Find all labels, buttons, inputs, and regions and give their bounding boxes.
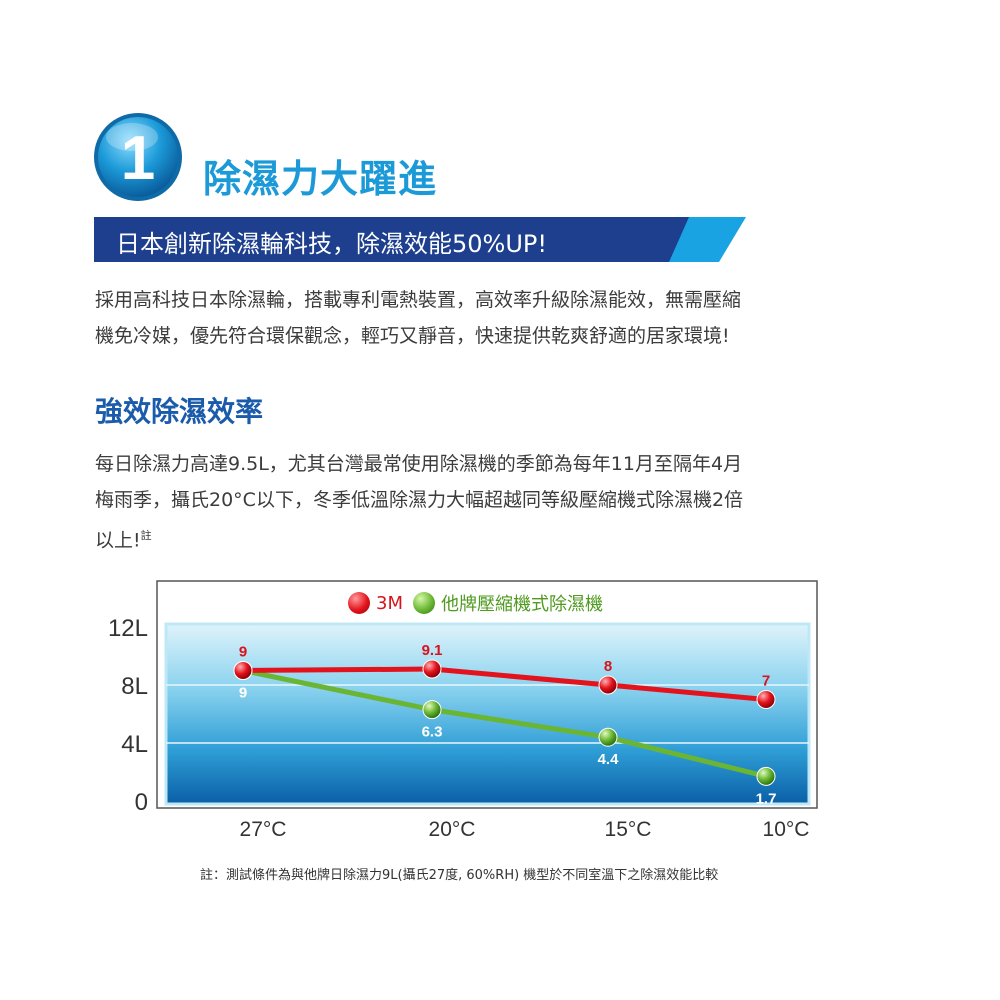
point-3m [233, 661, 253, 680]
x-tick-label: 10°C [763, 818, 810, 841]
data-label-3m: 9.1 [422, 642, 443, 659]
badge-number: 1 [121, 124, 155, 193]
y-tick-label: 0 [135, 789, 148, 816]
plot-area [164, 622, 811, 806]
section-line-3: 以上!註 [95, 518, 895, 558]
data-label-other: 4.4 [598, 751, 620, 768]
point-other [422, 700, 442, 720]
x-tick-label: 15°C [605, 818, 652, 841]
legend-3m-label: 3M [376, 592, 403, 614]
feature-banner: 日本創新除濕輪科技，除濕效能50%UP! [94, 217, 746, 262]
intro-line-1: 採用高科技日本除濕輪，搭載專利電熱裝置，高效率升級除濕能效，無需壓縮 [95, 289, 742, 311]
data-label-other: 1.7 [756, 790, 777, 807]
point-other [598, 727, 618, 747]
data-label-other: 9 [239, 685, 247, 702]
section-line-3-text: 以上! [95, 529, 141, 552]
intro-paragraph: 採用高科技日本除濕輪，搭載專利電熱裝置，高效率升級除濕能效，無需壓縮 機免冷媒，… [95, 282, 895, 354]
section-line-2: 梅雨季，攝氏20°C以下，冬季低溫除濕力大幅超越同等級壓縮機式除濕機2倍 [95, 489, 744, 511]
hero-title: 除濕力大躍進 [203, 157, 438, 201]
series-line-3m [242, 666, 767, 702]
x-tick-label: 27°C [240, 818, 287, 841]
y-tick-label: 12L [108, 615, 148, 642]
data-label-other: 6.3 [422, 724, 443, 741]
intro-line-2: 機免冷媒，優先符合環保觀念，輕巧又靜音，快速提供乾爽舒適的居家環境! [95, 325, 730, 347]
section-line-1: 每日除濕力高達9.5L，尤其台灣最常使用除濕機的季節為每年11月至隔年4月 [95, 453, 743, 475]
section-title: 強效除濕效率 [95, 395, 264, 428]
point-other [756, 766, 776, 786]
point-3m [756, 690, 776, 709]
legend-other-label: 他牌壓縮機式除濕機 [440, 594, 603, 615]
data-label-3m: 9 [239, 644, 247, 661]
series-line-other [242, 668, 767, 779]
point-3m [422, 659, 442, 679]
data-label-3m: 7 [762, 673, 770, 690]
point-3m [598, 675, 618, 695]
chart-legend: 3M 他牌壓縮機式除濕機 [348, 588, 603, 618]
data-label-3m: 8 [604, 658, 612, 675]
section-paragraph: 每日除濕力高達9.5L，尤其台灣最常使用除濕機的季節為每年11月至隔年4月 梅雨… [95, 446, 895, 558]
legend-3m-marker-icon [348, 592, 370, 614]
banner-text: 日本創新除濕輪科技，除濕效能50%UP! [116, 230, 548, 258]
number-one-badge-icon: 1 [94, 113, 182, 201]
footnote: 註：測試條件為與他牌日除濕力9L(攝氏27度, 60%RH) 機型於不同室溫下之… [200, 868, 719, 883]
note-mark: 註 [140, 529, 152, 542]
y-tick-label: 8L [121, 673, 148, 700]
x-tick-label: 20°C [429, 818, 476, 841]
y-tick-label: 4L [121, 731, 148, 758]
legend-other-marker-icon [412, 592, 435, 614]
